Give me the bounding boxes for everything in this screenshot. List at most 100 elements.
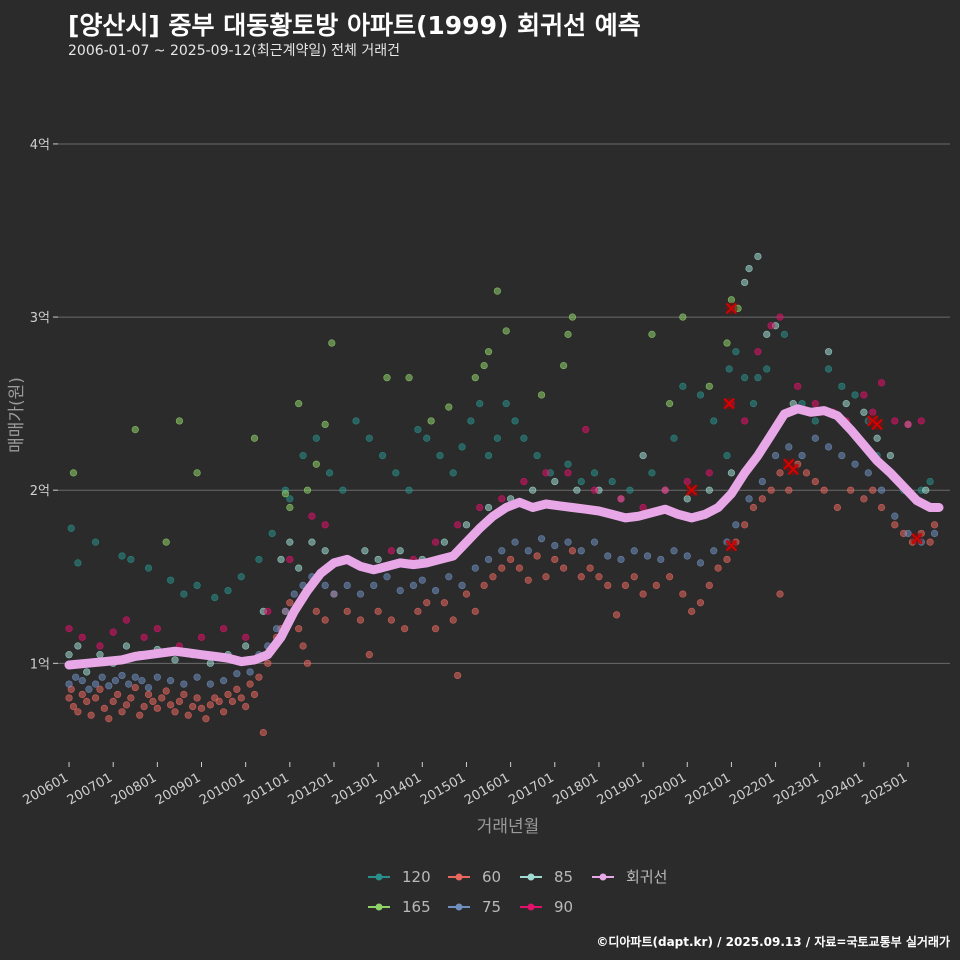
point-85-3 [96, 651, 104, 659]
point-165-15 [427, 417, 435, 425]
point-75-11 [138, 677, 146, 685]
point-60-117 [891, 521, 899, 529]
point-85-8 [171, 656, 179, 664]
point-75-8 [118, 671, 126, 680]
x-tick-label: 201101 [241, 770, 291, 808]
point-75-68 [838, 451, 846, 460]
point-60-79 [533, 552, 541, 560]
x-tick-label: 201401 [374, 770, 424, 808]
x-axis: 2006012007012008012009012010012011012012… [21, 762, 910, 808]
point-120-8 [193, 581, 201, 590]
point-90-31 [683, 477, 691, 486]
point-75-62 [758, 477, 766, 486]
point-60-112 [833, 503, 841, 512]
point-120-54 [754, 374, 762, 382]
point-85-41 [763, 330, 771, 338]
legend-label: 회귀선 [626, 868, 667, 886]
point-75-23 [272, 625, 281, 633]
point-75-53 [643, 552, 652, 560]
point-60-39 [233, 685, 241, 693]
point-120-33 [493, 434, 501, 442]
x-tick-label: 200701 [65, 770, 115, 808]
point-60-122 [930, 521, 939, 529]
point-90-6 [153, 625, 161, 633]
point-60-29 [189, 702, 197, 711]
point-120-48 [710, 417, 718, 425]
point-165-10 [312, 460, 320, 468]
point-60-43 [250, 690, 259, 699]
point-165-8 [295, 400, 303, 408]
point-60-41 [242, 702, 250, 711]
point-60-71 [462, 590, 471, 598]
point-120-43 [626, 486, 634, 494]
point-90-5 [140, 633, 148, 641]
legend-item-85: 85 [520, 868, 573, 886]
point-75-55 [670, 547, 678, 555]
point-60-115 [869, 486, 877, 494]
point-165-30 [723, 339, 731, 347]
point-120-23 [392, 469, 400, 477]
legend-label: 165 [402, 898, 431, 916]
point-60-18 [140, 702, 148, 711]
x-tick-label: 201701 [506, 770, 556, 808]
point-75-1 [72, 673, 80, 681]
point-60-87 [604, 581, 612, 590]
point-60-75 [498, 564, 506, 572]
point-75-35 [409, 581, 418, 590]
point-120-35 [511, 417, 519, 425]
point-60-59 [343, 607, 351, 615]
y-tick-label: 2억 [30, 484, 50, 499]
point-75-16 [193, 673, 201, 681]
point-75-65 [798, 451, 806, 460]
point-85-22 [396, 547, 404, 555]
point-75-12 [144, 683, 153, 692]
point-60-74 [489, 573, 497, 581]
point-60-103 [758, 495, 766, 503]
point-90-32 [705, 469, 713, 477]
legend-swatch [455, 903, 463, 911]
point-60-73 [480, 581, 488, 590]
point-75-4 [91, 680, 100, 688]
point-120-3 [118, 552, 126, 560]
point-60-76 [507, 555, 515, 564]
point-60-15 [127, 694, 135, 702]
point-60-85 [586, 564, 594, 572]
point-60-23 [162, 687, 170, 695]
point-85-1 [74, 642, 82, 650]
x-tick-label: 202401 [815, 770, 865, 808]
x-tick-label: 200801 [109, 770, 159, 808]
point-75-42 [498, 547, 506, 555]
point-85-21 [374, 555, 382, 564]
legend-item-120: 120 [368, 868, 431, 886]
point-60-110 [811, 477, 819, 486]
grid-lines [58, 143, 950, 664]
point-60-12 [114, 690, 122, 699]
point-75-75 [930, 529, 939, 538]
point-85-17 [308, 538, 316, 546]
point-85-46 [842, 400, 850, 408]
point-75-50 [604, 552, 612, 560]
point-75-72 [891, 512, 899, 520]
point-85-49 [886, 451, 894, 460]
point-75-9 [125, 680, 133, 688]
y-tick-label: 4억 [30, 138, 50, 153]
x-axis-title: 거래년월 [477, 817, 540, 837]
point-75-54 [657, 555, 665, 564]
point-75-45 [537, 535, 546, 543]
highlight-marker-8 [910, 532, 923, 545]
point-90-8 [197, 633, 206, 641]
point-75-20 [246, 668, 254, 676]
point-60-86 [595, 573, 603, 581]
point-75-15 [180, 680, 188, 688]
point-120-11 [237, 573, 245, 581]
legend-label: 60 [482, 868, 501, 886]
point-120-28 [449, 469, 457, 477]
point-60-26 [175, 697, 184, 706]
point-90-44 [877, 379, 886, 387]
point-90-34 [741, 417, 749, 425]
point-75-14 [167, 677, 175, 685]
point-90-22 [498, 495, 506, 503]
point-60-11 [109, 697, 117, 706]
point-60-0 [65, 694, 73, 702]
legend-label: 85 [554, 868, 573, 886]
